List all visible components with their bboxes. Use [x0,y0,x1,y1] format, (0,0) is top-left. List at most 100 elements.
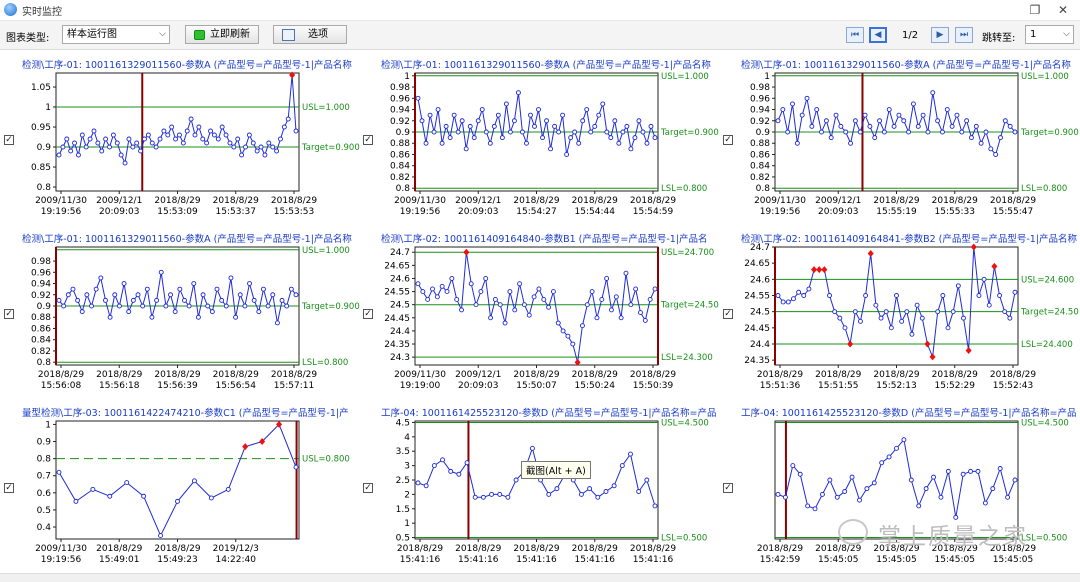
data-point [1002,309,1008,315]
chart-select-checkbox[interactable]: ✓ [723,135,733,145]
chart-type-value: 样本运行图 [67,29,117,40]
outlier-point [847,340,854,348]
data-point [270,144,276,150]
data-point [447,135,453,141]
last-page-button[interactable]: ⏭ [955,27,973,43]
data-point [61,303,67,309]
x-tick-label-date: 2009/12/1 [96,196,142,206]
chart-panel[interactable]: 量型检测\工序-03: 1001161422474210-参数C1 (产品型号=… [22,405,360,573]
chart-select-checkbox[interactable]: ✓ [363,309,373,319]
x-tick-label-date: 2018/8/29 [572,544,618,554]
data-point [883,309,889,315]
data-point [235,136,241,142]
x-tick-label-date: 2018/8/29 [990,196,1036,206]
x-tick-label-date: 2018/8/29 [154,196,200,206]
x-tick-label-date: 2009/11/30 [394,196,446,206]
jump-select[interactable]: 1 ⌵ [1025,25,1074,44]
data-point [599,296,605,302]
spec-limit-label: Target=24.500 [660,301,719,311]
data-point [552,123,558,129]
data-point [909,331,915,337]
data-point [1005,494,1011,500]
next-page-button[interactable]: ▶ [931,27,949,43]
x-tick-label-date: 2009/11/30 [754,196,806,206]
options-label: 选项 [308,29,328,40]
data-point [274,148,280,154]
close-icon[interactable]: ✕ [1057,3,1069,17]
data-point [219,124,225,130]
x-tick-label-date: 2018/8/29 [38,370,84,380]
data-point [434,294,440,300]
x-tick-label-date: 2018/8/29 [990,544,1036,554]
chart-select-checkbox[interactable]: ✓ [4,135,14,145]
data-point [242,303,248,309]
data-point [56,297,62,303]
outlier-point [259,438,266,446]
data-point [204,140,210,146]
data-point [209,309,215,315]
chart-panel[interactable]: 检测\工序-01: 1001161329011560-参数A (产品型号=产品型… [22,57,360,225]
data-point [636,118,642,124]
chart-select-checkbox[interactable]: ✓ [4,309,14,319]
chart-select-checkbox[interactable]: ✓ [723,309,733,319]
data-point [578,491,584,497]
x-tick-label-time: 15:51:55 [818,381,858,391]
x-tick-label-time: 20:09:03 [458,381,498,391]
x-tick-label-date: 2018/8/29 [630,544,676,554]
x-tick-label-date: 2018/8/29 [397,544,443,554]
data-point [624,123,630,129]
refresh-button[interactable]: 立即刷新 [185,25,259,44]
data-point [576,140,582,146]
y-tick-label: 24.5 [390,301,410,311]
data-point [130,144,136,150]
data-point [491,123,497,129]
data-point [848,140,854,146]
chart-panel[interactable]: 检测\工序-02: 1001161409164841-参数B2 (产品型号=产品… [741,231,1079,399]
data-point [899,318,905,324]
plot-area [55,420,300,540]
data-point [618,315,624,321]
x-tick-label-time: 15:55:19 [876,207,917,217]
first-page-button[interactable]: ⏮ [846,27,864,43]
chart-select-checkbox[interactable]: ✓ [363,135,373,145]
chart-select-checkbox[interactable]: ✓ [4,483,14,493]
x-tick-label-time: 15:56:18 [99,381,140,391]
restore-icon[interactable]: ❐ [1029,3,1041,17]
chart-select-checkbox[interactable]: ✓ [363,483,373,493]
x-tick-label-time: 15:45:05 [993,555,1033,565]
status-strip [0,573,1080,582]
chart-title: 工序-04: 1001161425523120-参数D (产品型号=产品型号-1… [741,408,1077,419]
data-point [550,289,556,295]
data-point [857,497,862,503]
data-point [647,296,653,302]
chart-type-select[interactable]: 样本运行图 ⌵ [62,25,170,44]
data-point [278,136,283,142]
chart-panel[interactable]: 检测\工序-01: 1001161329011560-参数A (产品型号=产品型… [741,57,1079,225]
data-point [652,503,658,509]
chart-panel[interactable]: 工序-04: 1001161425523120-参数D (产品型号=产品型号-1… [741,405,1079,573]
x-tick-label-time: 15:51:36 [760,381,801,391]
data-point [126,309,132,315]
chart-select-checkbox[interactable]: ✓ [723,483,733,493]
chart-panel[interactable]: 工序-04: 1001161425523120-参数D (产品型号=产品型号-1… [381,405,719,573]
data-point [960,471,966,477]
chart-panel[interactable]: 检测\工序-01: 1001161329011560-参数A (产品型号=产品型… [22,231,360,399]
data-point [262,152,268,158]
y-tick-label: 0.8 [37,455,52,465]
data-point [483,129,489,135]
options-button[interactable]: 选项 [273,25,347,44]
data-point [873,302,879,308]
y-tick-label: 0.94 [390,106,410,116]
prev-page-button[interactable]: ◀ [869,27,887,43]
data-point [158,533,164,539]
data-point [923,486,929,492]
data-point [544,118,549,124]
chart-panel[interactable]: 检测\工序-01: 1001161329011560-参数A (产品型号=产品型… [381,57,719,225]
data-point [961,315,966,321]
spec-limit-label: Target=24.500 [1020,308,1079,318]
data-point [799,112,805,118]
outlier-point [929,353,936,361]
chart-panel[interactable]: 检测\工序-02: 1001161409164840-参数B1 (产品型号=产品… [381,231,719,399]
data-point [93,286,99,292]
x-tick-label-time: 15:56:54 [216,381,257,391]
